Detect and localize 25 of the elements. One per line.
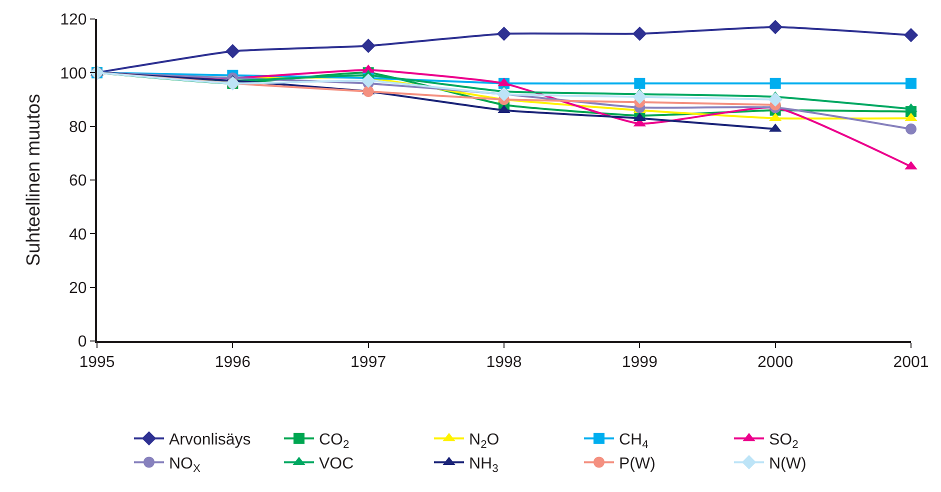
y-tick-label: 120 (60, 12, 87, 29)
y-axis-title: Suhteellinen muutos (23, 94, 44, 266)
y-tick-label: 20 (69, 280, 87, 297)
y-tick-label: 80 (69, 118, 87, 136)
legend-label: N(W) (769, 455, 806, 472)
y-tick-label: 60 (69, 172, 87, 190)
x-tick-label: 1998 (486, 354, 522, 372)
legend-label: VOC (319, 455, 354, 472)
y-tick-label: 100 (60, 65, 87, 82)
x-tick-label: 1999 (622, 354, 658, 372)
x-tick-label: 1996 (214, 354, 251, 372)
y-tick-label: 0 (78, 334, 87, 351)
x-tick-label: 2000 (758, 354, 794, 372)
y-tick-label: 40 (69, 226, 87, 244)
legend-label: N$_{2}$O (469, 432, 500, 451)
legend-label: NH$_{3}$ (469, 455, 498, 475)
legend-label: SO$_{2}$ (769, 432, 798, 451)
x-tick-label: 2001 (893, 354, 929, 372)
legend-label: CO$_{2}$ (319, 432, 350, 451)
legend-label: NO$_{X}$ (169, 455, 201, 475)
legend-label: P(W) (619, 455, 656, 472)
legend-label: CH$_{4}$ (619, 432, 648, 451)
x-tick-label: 1995 (79, 354, 115, 372)
legend-label: Arvonlisäys (169, 432, 251, 449)
x-tick-label: 1997 (350, 354, 386, 372)
